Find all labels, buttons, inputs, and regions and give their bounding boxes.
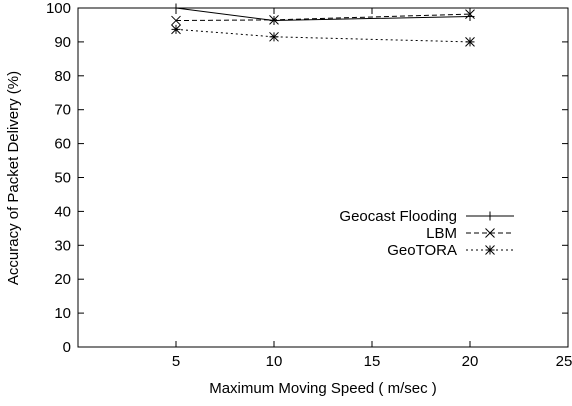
x-tick-label: 25 [556, 353, 572, 370]
data-point [269, 15, 279, 25]
y-axis-ticks: 0 10 20 30 40 50 60 70 80 90 100 [46, 0, 568, 356]
data-point [465, 9, 475, 19]
data-point [171, 3, 181, 13]
series-lbm [171, 9, 475, 26]
plot-frame [77, 7, 569, 348]
x-tick-label: 10 [266, 353, 283, 370]
data-point [171, 24, 181, 35]
data-point [465, 11, 475, 21]
y-tick-label: 20 [54, 271, 71, 288]
series-geocast-flooding [171, 3, 475, 26]
y-tick-label: 100 [46, 0, 71, 17]
legend-label: LBM [426, 225, 457, 242]
y-tick-label: 30 [54, 237, 71, 254]
data-series [171, 3, 475, 47]
x-tick-label: 15 [364, 353, 381, 370]
legend-label: GeoTORA [387, 242, 457, 259]
series-line [175, 28, 471, 43]
y-axis-label: Accuracy of Packet Delivery (%) [5, 71, 22, 285]
legend-label: Geocast Flooding [339, 208, 457, 225]
data-point [465, 37, 475, 47]
y-tick-label: 90 [54, 34, 71, 51]
y-tick-label: 40 [54, 203, 71, 220]
y-tick-label: 10 [54, 305, 71, 322]
legend-marker [485, 245, 495, 255]
y-tick-label: 0 [63, 339, 71, 356]
data-point [269, 31, 279, 42]
x-axis-label: Maximum Moving Speed ( m/sec ) [209, 380, 437, 397]
x-tick-label: 5 [172, 353, 180, 370]
legend-marker [485, 228, 495, 238]
x-tick-label: 20 [462, 353, 479, 370]
data-point [171, 15, 181, 26]
series-geotora [171, 24, 475, 47]
legend-marker [485, 211, 495, 221]
y-tick-label: 60 [54, 136, 71, 153]
x-axis-ticks: 5 10 15 20 25 [172, 8, 572, 370]
y-tick-label: 70 [54, 102, 71, 119]
y-tick-label: 80 [54, 68, 71, 85]
y-tick-label: 50 [54, 170, 71, 187]
